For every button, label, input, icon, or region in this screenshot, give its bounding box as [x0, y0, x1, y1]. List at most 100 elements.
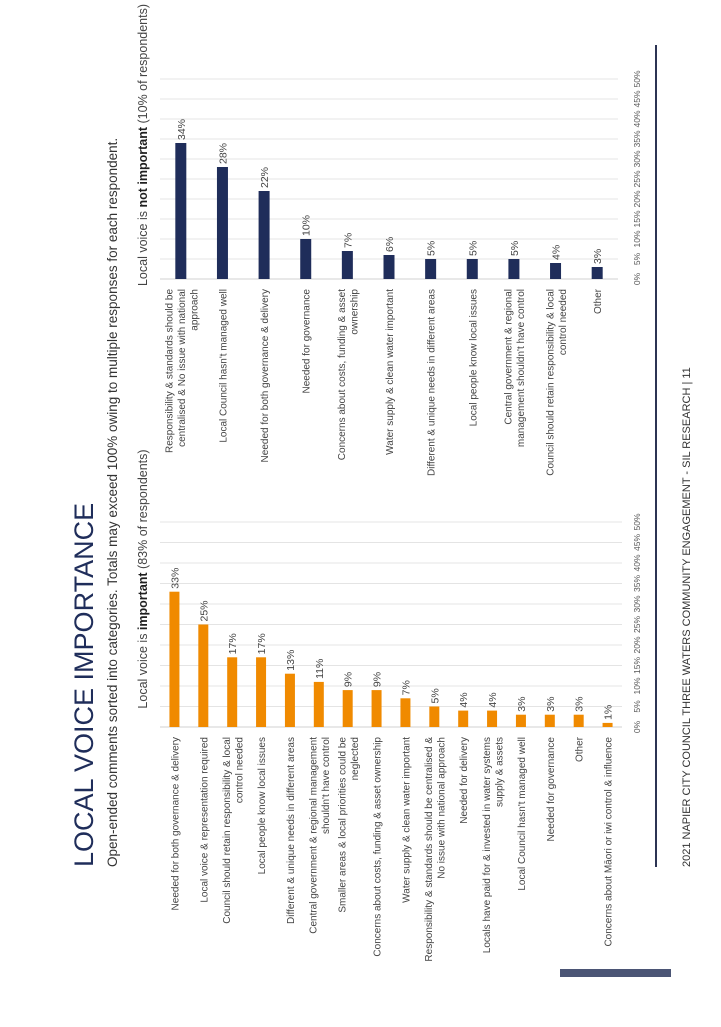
chart-title-emphasis: not important: [136, 126, 150, 207]
category-label: Council should retain responsibility & l…: [222, 737, 246, 924]
tick-label: 50%: [632, 70, 642, 87]
value-label: 28%: [217, 143, 229, 164]
value-label: 4%: [551, 245, 563, 260]
category-label-line: Concerns about costs, funding & asset: [337, 289, 348, 460]
footer-text: 2021 NAPIER CITY COUNCIL THREE WATERS CO…: [681, 367, 693, 867]
category-label-line: Different & unique needs in different ar…: [286, 737, 297, 924]
chart-important: Local voice is important (83% of respond…: [136, 449, 642, 961]
page-title: LOCAL VOICE IMPORTANCE: [69, 503, 99, 867]
chart-title-suffix: (10% of respondents): [136, 4, 150, 127]
chart-title-important: Local voice is important (83% of respond…: [136, 449, 150, 708]
value-label: 3%: [545, 697, 557, 712]
category-label-line: Needed for governance: [546, 737, 557, 842]
bar-not-important: [216, 167, 228, 279]
category-label-line: Council should retain responsibility & l…: [545, 289, 556, 476]
tick-label: 35%: [632, 130, 642, 147]
category-label: Council should retain responsibility & l…: [545, 289, 569, 476]
category-label-line: No issue with national approach: [437, 737, 448, 879]
value-label: 7%: [400, 680, 412, 695]
category-label-line: Water supply & clean water important: [401, 737, 412, 903]
category-label-line: Needed for delivery: [459, 737, 470, 824]
category-label: Responsibility & standards should be cen…: [424, 737, 448, 962]
chart-title-not-important: Local voice is not important (10% of res…: [136, 4, 150, 286]
bar-not-important: [508, 259, 520, 279]
category-label: Other: [593, 288, 604, 314]
value-label: 3%: [516, 697, 528, 712]
category-label-line: Local people know local issues: [257, 737, 268, 874]
bar-important: [313, 681, 324, 727]
category-label-line: Water supply & clean water important: [385, 289, 396, 455]
bar-important: [400, 698, 411, 727]
category-label: Central government & regional management …: [504, 289, 527, 447]
bar-important: [342, 690, 353, 727]
category-label: Needed for delivery: [459, 737, 470, 824]
category-label-line: Central government & regional: [504, 289, 515, 425]
tick-label: 10%: [632, 230, 642, 247]
category-label-line: Other: [593, 288, 604, 314]
bar-important: [515, 714, 526, 727]
page-subtitle: Open-ended comments sorted into categori…: [105, 138, 120, 867]
value-label: 5%: [429, 688, 441, 703]
category-label: Water supply & clean water important: [401, 737, 412, 903]
tick-label: 5%: [632, 252, 642, 265]
bar-not-important: [550, 263, 562, 279]
value-label: 1%: [603, 705, 615, 720]
value-label: 5%: [509, 241, 521, 256]
value-label: 25%: [198, 600, 210, 621]
category-label-line: Local people know local issues: [468, 289, 479, 426]
category-label-line: Different & unique needs in different ar…: [427, 289, 438, 476]
tick-label: 40%: [632, 110, 642, 127]
bar-important: [458, 710, 469, 727]
category-label: Local people know local issues: [257, 737, 268, 874]
category-label-line: Needed for both governance & delivery: [260, 289, 271, 462]
tick-label: 50%: [632, 513, 642, 530]
value-label: 5%: [467, 241, 479, 256]
bar-not-important: [175, 143, 187, 279]
category-label: Smaller areas & local priorities could b…: [337, 737, 361, 913]
category-label: Locals have paid for & invested in water…: [482, 737, 506, 953]
accent-tab: [560, 969, 671, 977]
category-label: Water supply & clean water important: [385, 289, 396, 455]
tick-label: 30%: [632, 150, 642, 167]
tick-label: 20%: [632, 636, 642, 653]
bar-important: [227, 657, 238, 727]
category-label: Needed for governance: [302, 289, 313, 394]
category-label-line: neglected: [350, 737, 361, 780]
tick-label: 25%: [632, 170, 642, 187]
category-label: Local people know local issues: [468, 289, 479, 426]
value-label: 13%: [285, 650, 297, 671]
category-label-line: supply & assets: [494, 737, 505, 807]
category-label-line: Local Council hasn't managed well: [517, 737, 528, 891]
bar-important: [602, 722, 613, 727]
category-label-line: shouldn't have control: [321, 737, 332, 834]
bar-important: [429, 706, 440, 727]
tick-label: 20%: [632, 190, 642, 207]
category-label: Needed for governance: [546, 737, 557, 842]
category-label: Needed for both governance & delivery: [260, 289, 271, 462]
category-label-line: Needed for governance: [302, 289, 313, 394]
value-label: 4%: [487, 692, 499, 707]
value-label: 22%: [259, 167, 271, 188]
category-label-line: Council should retain responsibility & l…: [222, 737, 233, 924]
category-label: Central government & regional management…: [309, 737, 333, 934]
category-label: Different & unique needs in different ar…: [286, 737, 297, 924]
bar-important: [284, 673, 295, 727]
category-label: Other: [575, 736, 586, 762]
tick-label: 45%: [632, 90, 642, 107]
category-label-line: Other: [575, 736, 586, 762]
category-label-line: Local Council hasn't managed well: [218, 289, 229, 443]
value-label: 9%: [372, 672, 384, 687]
value-label: 34%: [176, 119, 188, 140]
category-label-line: management shouldn't have control: [516, 289, 527, 447]
value-label: 17%: [256, 633, 268, 654]
value-label: 3%: [574, 697, 586, 712]
footer-rule: [655, 45, 657, 867]
value-label: 6%: [384, 237, 396, 252]
category-label: Different & unique needs in different ar…: [427, 289, 438, 476]
value-label: 11%: [314, 659, 326, 679]
category-label-line: Concerns about Māori or iwi control & in…: [604, 737, 615, 947]
chart-not-important: Local voice is not important (10% of res…: [136, 4, 642, 476]
category-label-line: Needed for both governance & delivery: [170, 737, 181, 910]
chart-title-suffix: (83% of respondents): [136, 449, 150, 572]
